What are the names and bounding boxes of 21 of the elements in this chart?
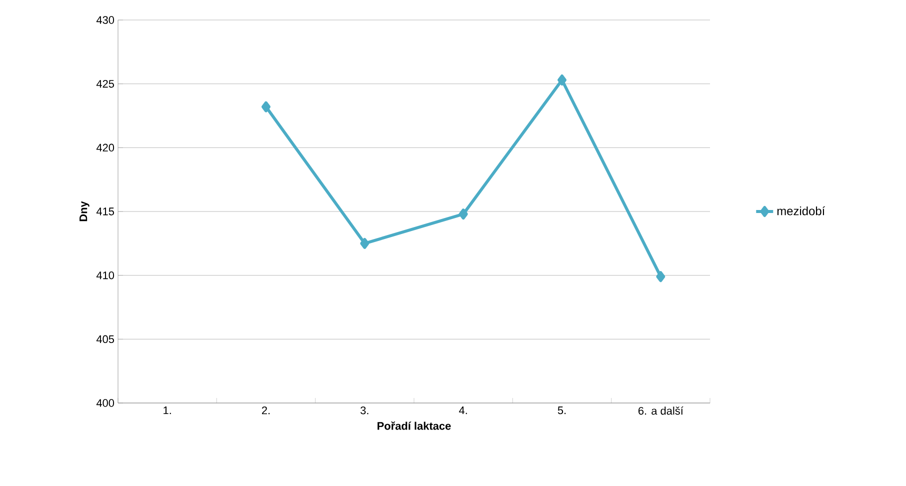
y-axis-title: Dny — [80, 201, 90, 222]
y-tick-label: 400 — [96, 399, 114, 407]
x-tick-label: 3. — [360, 406, 368, 414]
point — [262, 101, 270, 112]
point — [458, 208, 468, 220]
point — [360, 238, 370, 249]
legend-label: mezidobí — [777, 206, 826, 216]
y-tick-label: 425 — [96, 80, 114, 88]
x-tick-label: 4. — [459, 406, 467, 414]
point — [558, 74, 567, 86]
y-tick-label: 405 — [96, 335, 114, 344]
point — [656, 271, 666, 282]
y-tick-label: 415 — [96, 208, 114, 216]
x-tick-label: 5. — [558, 406, 566, 414]
y-tick-label: 430 — [96, 16, 114, 24]
x-axis-title: Pořadí laktace — [378, 422, 451, 430]
x-tick-label: 2. — [262, 406, 270, 414]
x-tick-label: 6. a další — [638, 406, 684, 415]
y-tick-label: 410 — [96, 271, 114, 280]
x-tick-label: 1. — [164, 406, 171, 414]
y-tick-label: 420 — [96, 144, 114, 152]
